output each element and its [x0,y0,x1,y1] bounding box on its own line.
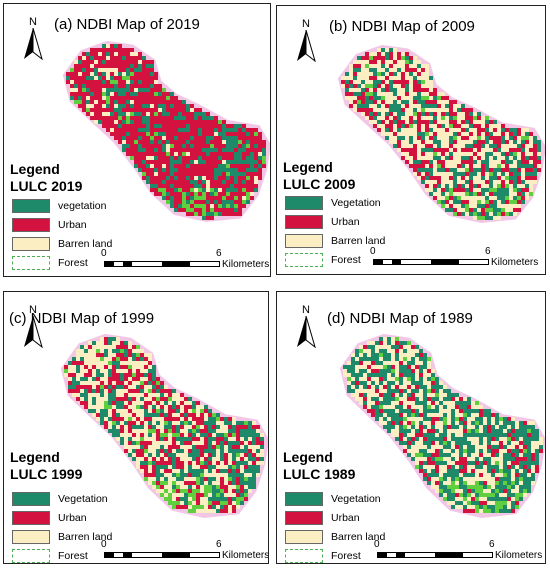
swatch-vegetation [12,492,50,506]
map-panel-2009: N (b) NDBI Map of 2009 Legend LULC 2009 V… [276,5,546,275]
legend-heading: Legend LULC 1989 [283,449,356,482]
swatch-barren [12,237,50,251]
north-arrow-icon [297,29,316,63]
swatch-barren [12,530,50,544]
ndbi-map-2019 [62,40,270,223]
scale-max-label: 6 [485,246,491,257]
north-label: N [29,16,37,28]
swatch-forest [285,253,323,267]
lulc-cells [341,48,541,220]
legend-heading: Legend LULC 1999 [10,449,83,482]
swatch-vegetation [285,492,323,506]
map-title: (b) NDBI Map of 2009 [329,18,475,35]
ndbi-map-1999 [60,333,268,519]
ndbi-map-1989 [339,333,545,519]
swatch-urban [12,511,50,525]
map-panel-1999: N (c) NDBI Map of 1999 Legend LULC 1999 V… [3,291,269,564]
scale-zero-label: 0 [370,246,376,257]
lulc-cells [66,44,266,220]
swatch-forest [12,549,50,563]
north-arrow: N [22,304,44,353]
map-title: (c) NDBI Map of 1999 [9,310,155,327]
swatch-urban [285,511,323,525]
north-label: N [302,304,310,316]
map-title: (a) NDBI Map of 2019 [54,16,200,33]
swatch-urban [285,215,323,229]
north-arrow: N [295,18,317,67]
legend-heading: Legend LULC 2019 [10,161,83,194]
swatch-vegetation [285,196,323,210]
scale-zero-label: 0 [374,539,380,550]
scale-unit-label: Kilometers [491,257,539,268]
swatch-barren [285,234,323,248]
scale-max-label: 6 [489,539,495,550]
north-arrow: N [295,304,317,353]
scale-zero-label: 0 [101,539,107,550]
legend-heading: Legend LULC 2009 [283,159,356,192]
north-arrow: N [22,16,44,65]
scale-unit-label: Kilometers [495,550,543,561]
ndbi-map-2009 [337,44,545,224]
scale-unit-label: Kilometers [222,259,270,270]
swatch-vegetation [12,199,50,213]
scale-unit-label: Kilometers [222,550,269,561]
north-label: N [302,18,310,30]
lulc-cells [64,337,264,513]
north-arrow-icon [297,315,316,349]
map-title: (d) NDBI Map of 1989 [327,310,473,327]
swatch-forest [12,256,50,270]
lulc-cells [343,337,543,513]
swatch-barren [285,530,323,544]
north-label: N [29,304,37,316]
map-panel-2019: N (a) NDBI Map of 2019 Legend LULC 2019 v… [3,3,271,277]
scale-zero-label: 0 [101,248,107,259]
scale-max-label: 6 [216,539,222,550]
map-panel-1989: N (d) NDBI Map of 1989 Legend LULC 1989 V… [276,291,546,564]
swatch-forest [285,549,323,563]
swatch-urban [12,218,50,232]
north-arrow-icon [24,315,43,349]
scale-max-label: 6 [216,248,222,259]
north-arrow-icon [24,27,43,61]
